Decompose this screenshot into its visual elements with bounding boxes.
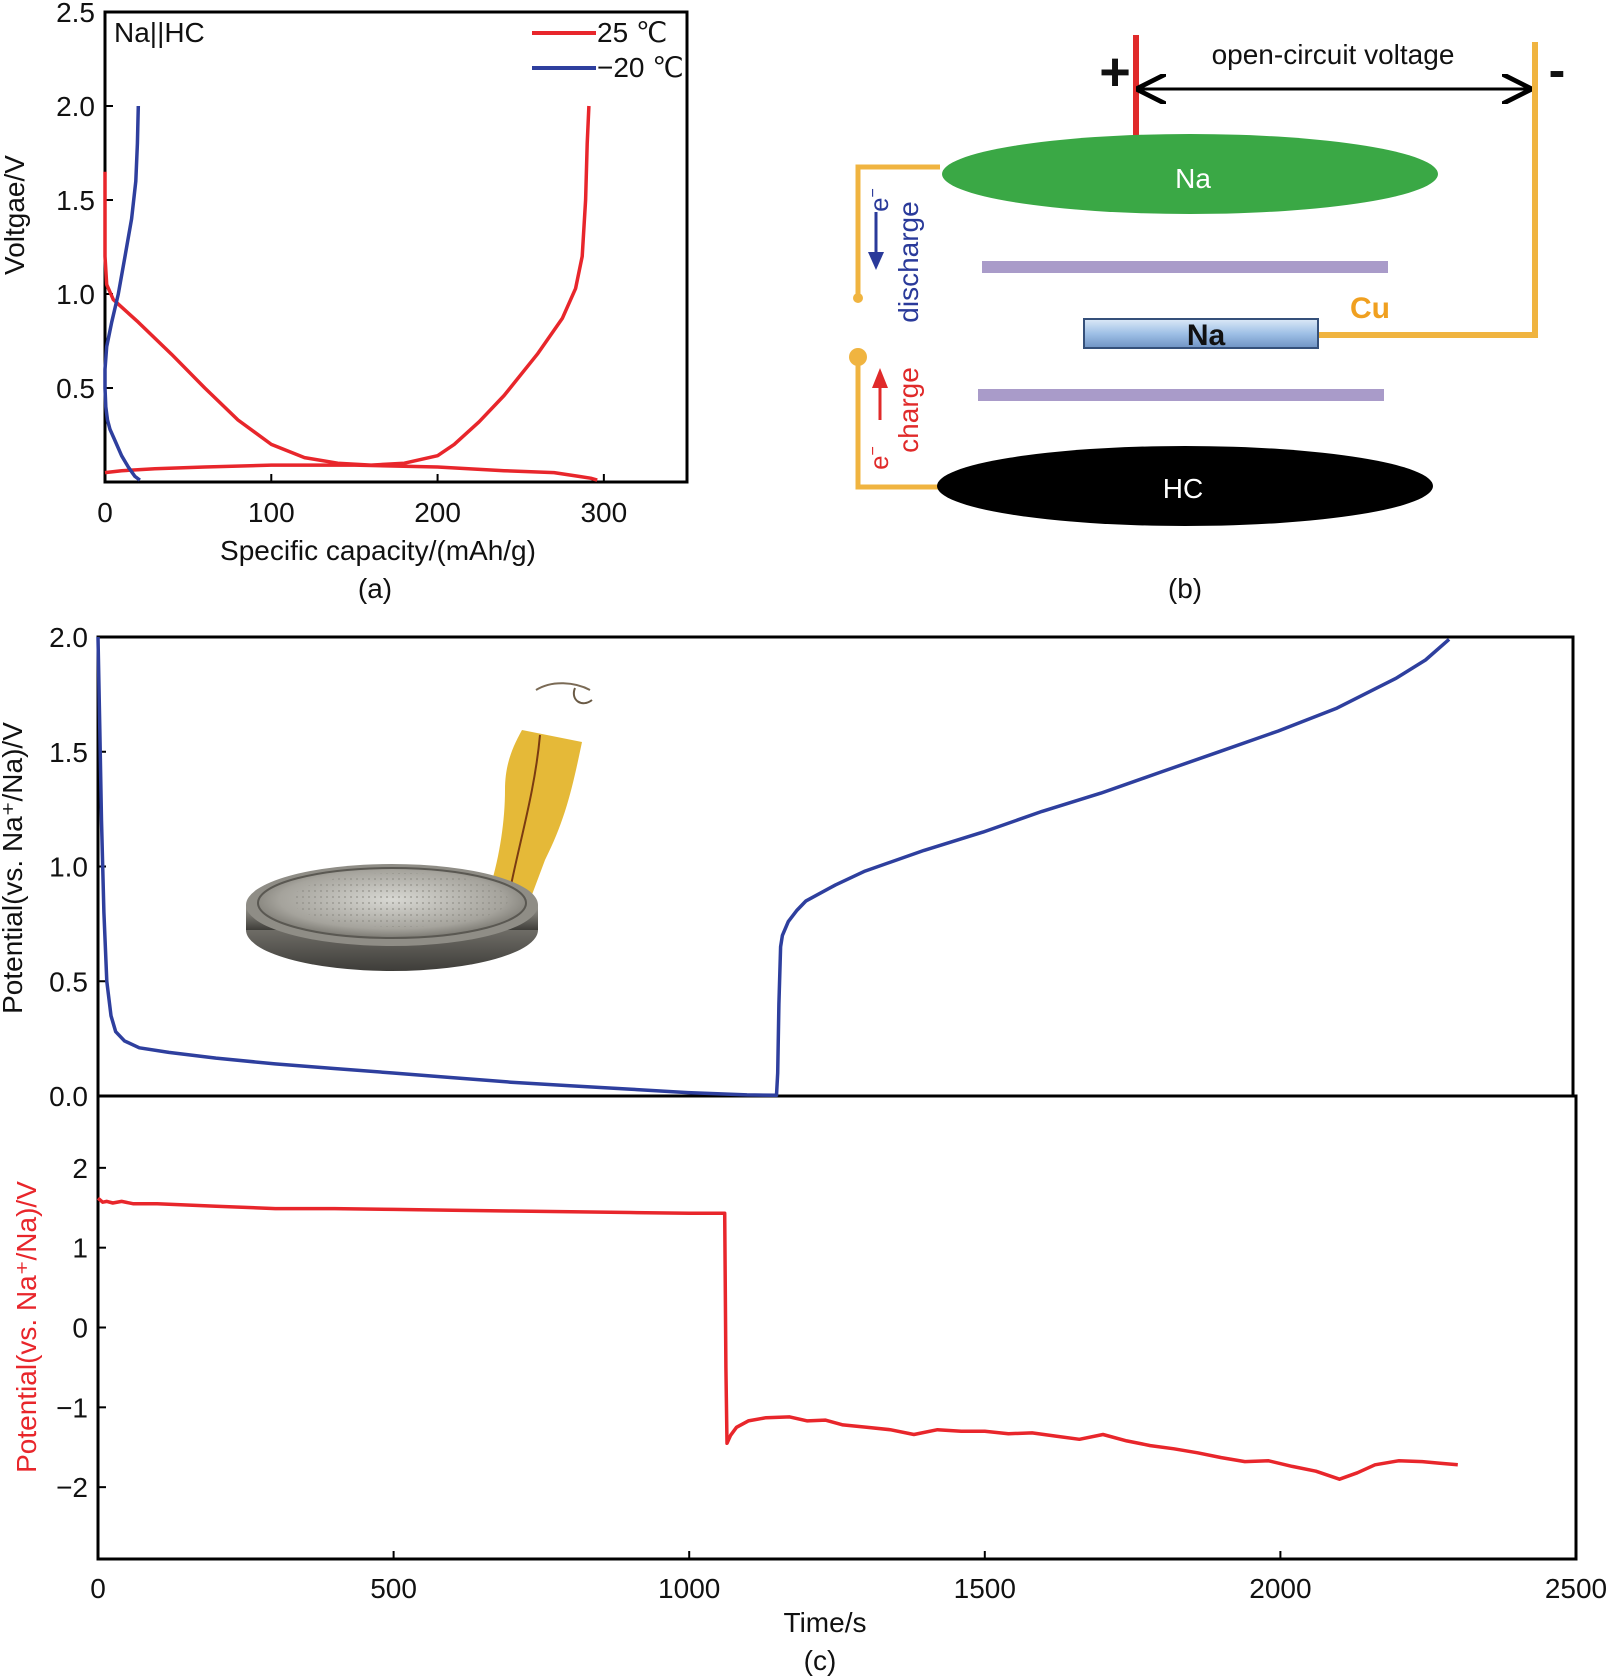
y-tick-label: 1.0: [56, 279, 95, 310]
x-tick-label: 300: [580, 497, 627, 528]
y-tick-label: 2: [72, 1153, 88, 1184]
x-tick-label: 1500: [954, 1573, 1016, 1604]
legend-label-minus20c: −20 ℃: [597, 52, 684, 83]
y-axis-label-a: Voltgae/V: [0, 155, 30, 275]
charge-arrowhead: [872, 368, 888, 388]
wire-right-negative: [1316, 42, 1538, 338]
discharge-label: discharge: [893, 201, 924, 322]
x-axis-label-a: Specific capacity/(mAh/g): [220, 535, 536, 566]
series-line-25c-segment-1: [103, 105, 591, 467]
plot-frame-c-top: [96, 635, 1575, 1098]
y-tick-label: 1: [72, 1233, 88, 1264]
y-tick-label: 2.0: [49, 622, 88, 653]
x-tick-label: 500: [370, 1573, 417, 1604]
diagram-b: Na Na Cu HC open-circuit voltage + - e− …: [849, 35, 1565, 604]
y-tick-label: 0.0: [49, 1081, 88, 1112]
separator-bottom: [978, 389, 1384, 401]
y-tick-label: 0.5: [56, 373, 95, 404]
na-electrode-top: [942, 134, 1438, 214]
x-tick-label: 0: [90, 1573, 106, 1604]
na-electrode-top-label: Na: [1175, 163, 1211, 194]
chart-c: 0.0 0.5 1.0 1.5 2.0 2 1 0 −1 −2 0 500 1000 1500 2000…: [0, 622, 1607, 1676]
x-axis-label-c: Time/s: [784, 1607, 867, 1638]
series-line-minus20c-segment-1: [103, 105, 141, 482]
y-tick-label: 1.0: [49, 852, 88, 883]
wire-terminal-bottom: [849, 348, 867, 366]
annotation-a: Na||HC: [114, 17, 205, 48]
ocv-label: open-circuit voltage: [1212, 39, 1455, 70]
series-line-25c-segment-2: [104, 463, 598, 482]
y-tick-label: 2.5: [56, 0, 95, 28]
y-tick-label: 0: [72, 1313, 88, 1344]
y-axis-label-c-bottom: Potential(vs. Na⁺/Na)/V: [11, 1181, 42, 1473]
hc-electrode-label: HC: [1163, 473, 1203, 504]
series-line-potential-bottom: [96, 1196, 1458, 1481]
cu-label: Cu: [1350, 292, 1390, 325]
caption-c: (c): [804, 1645, 837, 1676]
na-reference-label: Na: [1187, 319, 1226, 352]
x-tick-label: 2500: [1545, 1573, 1607, 1604]
separator-top: [982, 261, 1388, 273]
x-tick-label: 1000: [658, 1573, 720, 1604]
wire-left-bottom: [855, 357, 940, 490]
x-tick-label: 100: [248, 497, 295, 528]
charge-label: charge: [893, 367, 924, 453]
coin-cell-photo: [246, 682, 593, 971]
plus-sign: +: [1099, 42, 1131, 102]
y-tick-label: −2: [56, 1472, 88, 1503]
y-axis-label-c-top: Potential(vs. Na⁺/Na)/V: [0, 722, 28, 1014]
discharge-electron-label: e−: [864, 188, 894, 212]
na-reference-bar: [1083, 318, 1319, 349]
chart-a: 0.5 1.0 1.5 2.0 2.5 0 100 200 300 Na||HC 25 ℃ −…: [0, 0, 689, 604]
minus-sign: -: [1549, 42, 1566, 98]
charge-electron-label: e−: [864, 446, 894, 470]
caption-b: (b): [1168, 573, 1202, 604]
wire-left-top: [855, 164, 940, 298]
hc-electrode: [937, 446, 1433, 526]
legend-label-25c: 25 ℃: [597, 17, 667, 48]
series-line-potential-top: [96, 636, 1451, 1098]
y-tick-label: −1: [56, 1392, 88, 1423]
y-tick-label: 1.5: [49, 737, 88, 768]
caption-a: (a): [358, 573, 392, 604]
y-tick-label: 0.5: [49, 966, 88, 997]
x-tick-label: 2000: [1249, 1573, 1311, 1604]
y-tick-label: 2.0: [56, 91, 95, 122]
discharge-arrowhead: [868, 252, 884, 270]
x-tick-label: 0: [97, 497, 113, 528]
legend-a: 25 ℃ −20 ℃: [532, 17, 684, 83]
wire-terminal-top: [853, 293, 863, 303]
plot-frame-c-bottom: [96, 1094, 1578, 1561]
y-tick-label: 1.5: [56, 185, 95, 216]
x-tick-label: 200: [414, 497, 461, 528]
